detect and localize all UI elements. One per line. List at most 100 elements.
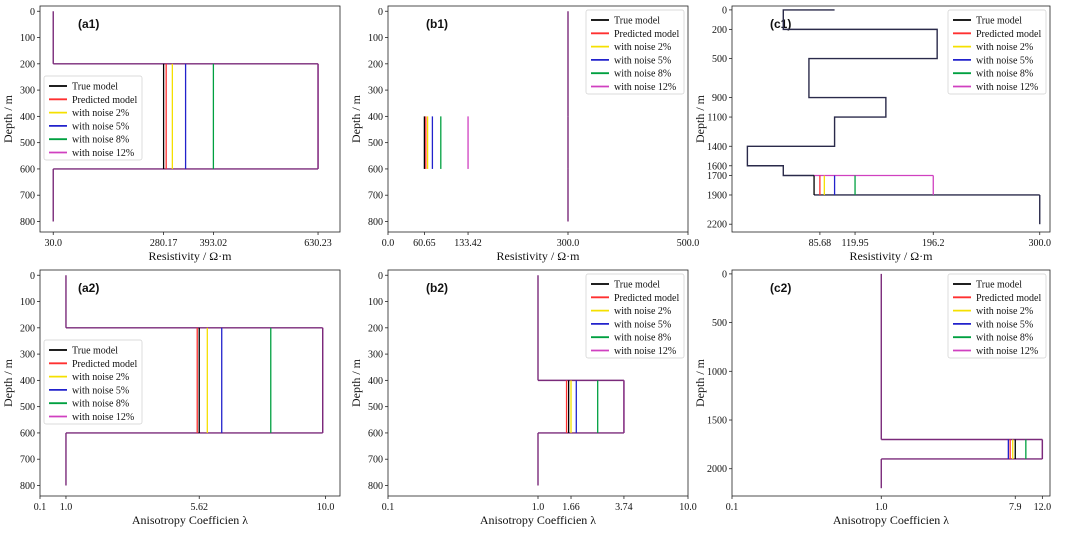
x-tick-label: 1.66 <box>562 502 580 513</box>
legend-entry: True model <box>614 280 660 291</box>
x-axis-label: Resistivity / Ω·m <box>497 249 581 263</box>
x-tick-label: 12.0 <box>1034 502 1052 513</box>
legend-entry: Predicted model <box>976 293 1041 304</box>
y-axis-label: Depth / m <box>693 94 707 143</box>
y-tick-label: 300 <box>368 86 383 97</box>
panel-label: (a1) <box>78 17 99 31</box>
y-tick-label: 100 <box>20 33 35 44</box>
y-tick-label: 800 <box>20 217 35 228</box>
legend-entry: with noise 12% <box>614 346 676 357</box>
legend-entry: with noise 12% <box>72 148 134 159</box>
legend-entry: True model <box>72 346 118 357</box>
legend: True model Predicted model with noise 2% wi… <box>585 9 685 95</box>
legend-box <box>947 273 1047 359</box>
legend: True model Predicted model with noise 2% wi… <box>947 273 1047 359</box>
plot-frame <box>39 5 341 233</box>
y-tick-label: 400 <box>20 112 35 123</box>
y-tick-label: 700 <box>368 191 383 202</box>
panel-label: (b2) <box>426 281 448 295</box>
x-tick-label: 85.68 <box>809 238 832 249</box>
y-tick-label: 800 <box>368 481 383 492</box>
legend-entry: with noise 8% <box>976 69 1033 80</box>
x-tick-label: 1.0 <box>875 502 888 513</box>
y-tick-label: 600 <box>20 164 35 175</box>
y-tick-label: 300 <box>20 86 35 97</box>
x-tick-label: 3.74 <box>615 502 633 513</box>
legend-entry: Predicted model <box>976 29 1041 40</box>
chart-panel-b2: 0 100 200 300 400 500 600 700 800 0.1 1.0 1.66 3.74 1… <box>349 269 697 527</box>
legend-entry: True model <box>614 16 660 27</box>
plot-frame <box>39 269 341 497</box>
chart-panel-a1: 0 100 200 300 400 500 600 700 800 30.0 280.17 393.0… <box>1 5 341 263</box>
y-tick-label: 400 <box>20 376 35 387</box>
x-tick-label: 0.1 <box>382 502 395 513</box>
legend-entry: with noise 8% <box>614 333 671 344</box>
y-tick-label: 0 <box>722 5 727 16</box>
x-tick-label: 1.0 <box>532 502 545 513</box>
plot-frame <box>731 5 1051 233</box>
legend-entry: with noise 5% <box>614 55 671 66</box>
y-tick-label: 400 <box>368 376 383 387</box>
x-tick-label: 119.95 <box>841 238 868 249</box>
panel-label: (a2) <box>78 281 99 295</box>
y-axis-label: Depth / m <box>349 94 363 143</box>
y-tick-label: 200 <box>20 59 35 70</box>
y-tick-label: 1900 <box>707 190 727 201</box>
legend-entry: with noise 5% <box>72 385 129 396</box>
legend: True model Predicted model with noise 2% wi… <box>43 339 143 425</box>
y-axis-label: Depth / m <box>349 358 363 407</box>
panel-label: (c2) <box>770 281 791 295</box>
y-axis-label: Depth / m <box>1 358 15 407</box>
legend-entry: Predicted model <box>614 293 679 304</box>
y-tick-label: 200 <box>20 323 35 334</box>
x-tick-label: 196.2 <box>922 238 945 249</box>
legend-entry: with noise 12% <box>614 82 676 93</box>
legend-entry: with noise 8% <box>976 333 1033 344</box>
legend-entry: with noise 2% <box>614 306 671 317</box>
y-tick-label: 500 <box>368 138 383 149</box>
x-tick-label: 133.42 <box>454 238 482 249</box>
legend: True model Predicted model with noise 2% wi… <box>947 9 1047 95</box>
y-tick-label: 1600 <box>707 161 727 172</box>
y-tick-label: 0 <box>30 7 35 18</box>
legend-entry: with noise 8% <box>72 135 129 146</box>
legend-entry: with noise 5% <box>72 121 129 132</box>
y-tick-label: 2000 <box>707 464 727 475</box>
x-axis-label: Anisotropy Coefficien λ <box>132 513 248 527</box>
y-tick-label: 600 <box>368 428 383 439</box>
x-tick-label: 10.0 <box>679 502 697 513</box>
y-tick-label: 300 <box>20 350 35 361</box>
legend-entry: True model <box>976 16 1022 27</box>
y-tick-label: 500 <box>368 402 383 413</box>
plot-frame <box>387 5 689 233</box>
x-axis-label: Anisotropy Coefficien λ <box>480 513 596 527</box>
legend-entry: with noise 2% <box>72 372 129 383</box>
legend-entry: with noise 12% <box>976 82 1038 93</box>
x-tick-label: 0.0 <box>382 238 395 249</box>
x-tick-label: 630.23 <box>304 238 332 249</box>
x-tick-label: 30.0 <box>44 238 62 249</box>
legend-entry: Predicted model <box>614 29 679 40</box>
y-tick-label: 100 <box>368 297 383 308</box>
y-tick-label: 700 <box>20 455 35 466</box>
chart-panel-b1: 0 100 200 300 400 500 600 700 800 0.0 60.65 133.42 3… <box>349 5 699 263</box>
x-tick-label: 393.02 <box>200 238 228 249</box>
x-tick-label: 280.17 <box>150 238 178 249</box>
legend-entry: Predicted model <box>72 359 137 370</box>
x-tick-label: 0.1 <box>726 502 739 513</box>
legend-box <box>585 9 685 95</box>
y-tick-label: 0 <box>30 271 35 282</box>
x-axis-label: Resistivity / Ω·m <box>850 249 934 263</box>
chart-panel-c2: 0 500 1000 1500 2000 0.1 1.0 7.9 12.0 Anisotropy … <box>693 269 1051 527</box>
legend-box <box>947 9 1047 95</box>
y-tick-label: 600 <box>368 164 383 175</box>
legend-entry: with noise 8% <box>614 69 671 80</box>
y-axis-label: Depth / m <box>693 358 707 407</box>
legend-entry: with noise 5% <box>614 319 671 330</box>
x-tick-label: 10.0 <box>317 502 335 513</box>
panel-label: (c1) <box>770 17 791 31</box>
y-tick-label: 700 <box>368 455 383 466</box>
y-tick-label: 100 <box>368 33 383 44</box>
